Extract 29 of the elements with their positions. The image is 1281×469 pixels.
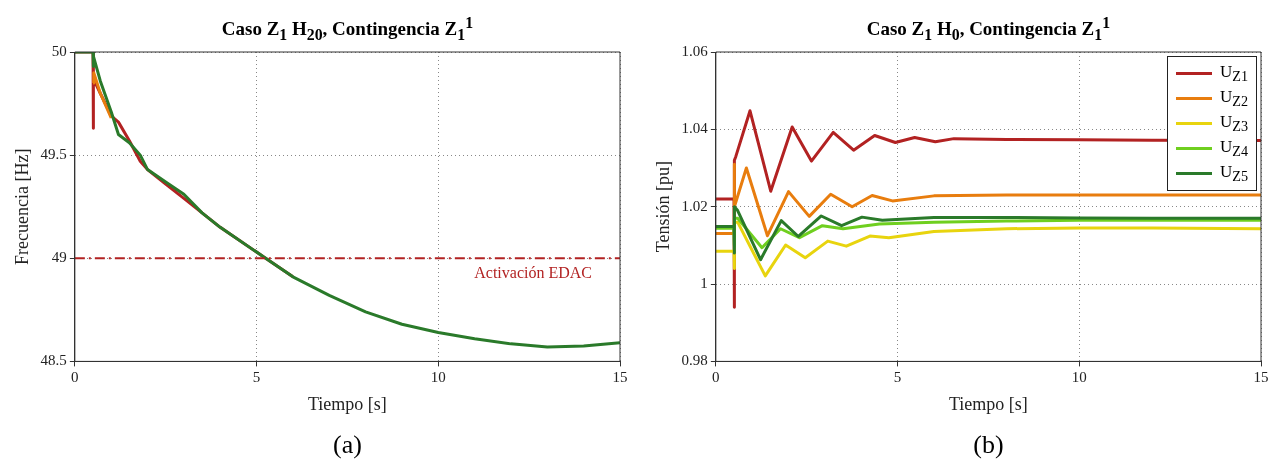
x-tick-label: 5 [252,369,261,386]
legend-label: U$_{Z2}$ [1220,86,1249,111]
x-tick-label: 0 [712,369,720,386]
legend-label: U$_{Z4}$ [1220,136,1249,161]
ref-line-label: Activación EDAC [474,264,592,282]
y-tick-label: 1 [700,274,708,291]
y-axis-title: Frecuencia [Hz] [11,148,32,265]
y-tick-label: 0.98 [681,352,708,369]
y-tick-label: 48.5 [40,352,67,369]
text: (b) [972,430,1005,460]
x-tick-label: 10 [430,369,446,386]
x-axis-title: Tiempo [s] [949,393,1028,414]
y-tick-label: 49.5 [40,146,67,163]
y-tick-label: 50 [51,42,67,59]
x-tick-label: 10 [1071,369,1087,386]
x-tick-label: 0 [71,369,79,386]
legend-label: U$_{Z5}$ [1220,161,1249,186]
y-tick-label: 1.04 [681,120,709,137]
legend-label: U$_{Z3}$ [1220,111,1249,136]
x-tick-label: 15 [612,369,628,386]
x-tick-label: 15 [1253,369,1269,386]
y-axis-title: Tensión [pu] [652,161,673,253]
legend-label: U$_{Z1}$ [1220,61,1249,86]
y-tick-label: 49 [51,249,67,266]
text: (a) [332,430,363,460]
x-tick-label: 5 [893,369,902,386]
y-tick-label: 1.06 [681,42,709,59]
y-tick-label: 1.02 [681,197,708,214]
x-axis-title: Tiempo [s] [308,393,387,414]
